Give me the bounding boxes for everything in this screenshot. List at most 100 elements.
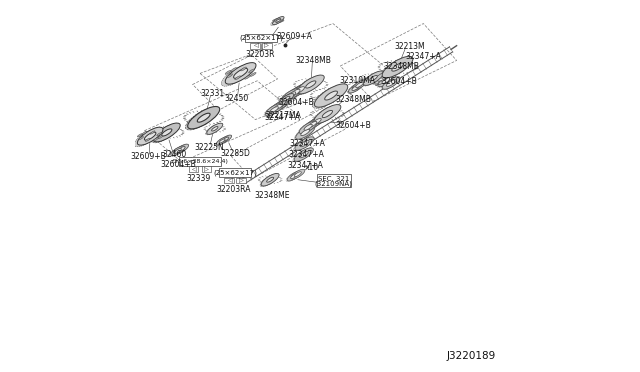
Text: 32331: 32331 <box>201 89 225 98</box>
Ellipse shape <box>271 17 282 26</box>
Ellipse shape <box>387 80 396 86</box>
Bar <box>236 177 246 183</box>
Ellipse shape <box>312 105 339 124</box>
Ellipse shape <box>295 87 305 93</box>
Ellipse shape <box>158 135 163 139</box>
Ellipse shape <box>280 94 294 103</box>
Ellipse shape <box>250 73 256 76</box>
Text: 32609+A: 32609+A <box>276 32 312 41</box>
Ellipse shape <box>291 174 298 179</box>
Ellipse shape <box>235 76 241 80</box>
Ellipse shape <box>378 74 396 87</box>
Ellipse shape <box>281 19 284 20</box>
Ellipse shape <box>370 76 378 81</box>
FancyBboxPatch shape <box>220 168 251 177</box>
Text: 32604+B: 32604+B <box>335 121 371 129</box>
Ellipse shape <box>261 173 279 186</box>
Text: 32604+B: 32604+B <box>160 160 196 169</box>
Ellipse shape <box>223 137 228 141</box>
Ellipse shape <box>279 94 293 104</box>
Ellipse shape <box>249 69 255 73</box>
Text: ▷: ▷ <box>204 167 209 172</box>
Text: 32450: 32450 <box>225 94 249 103</box>
Text: 32225N: 32225N <box>195 143 224 152</box>
Bar <box>189 166 198 172</box>
Text: 32460: 32460 <box>162 150 186 159</box>
Ellipse shape <box>276 19 281 22</box>
Ellipse shape <box>323 110 333 118</box>
Ellipse shape <box>284 96 290 101</box>
Ellipse shape <box>314 105 341 124</box>
Ellipse shape <box>373 71 392 84</box>
Ellipse shape <box>231 68 237 71</box>
Ellipse shape <box>227 74 232 78</box>
Ellipse shape <box>286 92 296 99</box>
Ellipse shape <box>392 63 403 71</box>
Text: 32347+A: 32347+A <box>287 161 324 170</box>
Ellipse shape <box>356 82 364 87</box>
Ellipse shape <box>137 134 142 137</box>
Bar <box>250 43 260 49</box>
Ellipse shape <box>221 65 252 86</box>
Text: 32348MB: 32348MB <box>295 56 331 65</box>
Ellipse shape <box>362 72 383 86</box>
Ellipse shape <box>324 91 337 100</box>
Ellipse shape <box>287 171 301 181</box>
Text: 32347+A: 32347+A <box>289 150 324 159</box>
Ellipse shape <box>275 18 277 20</box>
Ellipse shape <box>270 107 278 112</box>
Ellipse shape <box>212 126 218 131</box>
Ellipse shape <box>300 140 309 147</box>
Text: 32213M: 32213M <box>394 42 425 51</box>
Ellipse shape <box>175 144 189 154</box>
Ellipse shape <box>178 147 185 151</box>
Ellipse shape <box>303 118 321 131</box>
Text: ▷: ▷ <box>264 43 269 48</box>
Ellipse shape <box>313 118 321 124</box>
Ellipse shape <box>306 81 316 88</box>
FancyBboxPatch shape <box>179 157 221 166</box>
Text: 32348ME: 32348ME <box>254 191 290 200</box>
Ellipse shape <box>296 76 323 95</box>
Ellipse shape <box>290 83 309 97</box>
Ellipse shape <box>296 126 315 139</box>
Ellipse shape <box>273 16 284 25</box>
Ellipse shape <box>265 103 283 116</box>
Ellipse shape <box>304 124 312 130</box>
Text: ◁: ◁ <box>227 178 232 183</box>
Bar <box>225 177 234 183</box>
Ellipse shape <box>281 89 300 102</box>
Text: 32348MB: 32348MB <box>383 62 419 71</box>
Text: 32348MB: 32348MB <box>335 95 371 104</box>
Ellipse shape <box>174 148 181 153</box>
Ellipse shape <box>154 123 180 142</box>
Ellipse shape <box>273 21 275 22</box>
Text: 32339: 32339 <box>186 174 211 183</box>
Ellipse shape <box>162 129 172 136</box>
Text: 32310MA: 32310MA <box>340 76 376 84</box>
Ellipse shape <box>348 83 363 93</box>
Ellipse shape <box>267 177 274 182</box>
Bar <box>202 166 211 172</box>
Ellipse shape <box>260 174 278 186</box>
Text: 32604+B: 32604+B <box>381 77 417 86</box>
Text: SEC. 321: SEC. 321 <box>318 176 349 182</box>
Ellipse shape <box>294 172 301 177</box>
Text: (33.6×38.6×24.4): (33.6×38.6×24.4) <box>172 159 228 164</box>
Text: 32203R: 32203R <box>245 51 275 60</box>
Ellipse shape <box>225 70 231 74</box>
Ellipse shape <box>278 18 280 20</box>
Ellipse shape <box>269 100 287 113</box>
Ellipse shape <box>352 80 367 90</box>
Ellipse shape <box>150 131 155 134</box>
Ellipse shape <box>352 85 360 90</box>
Ellipse shape <box>285 86 305 99</box>
Ellipse shape <box>273 19 275 21</box>
Text: 32604+B: 32604+B <box>278 98 314 107</box>
Ellipse shape <box>378 74 387 81</box>
Text: (25×62×17): (25×62×17) <box>213 169 257 176</box>
Ellipse shape <box>188 106 220 129</box>
Text: ▷: ▷ <box>239 178 243 183</box>
Ellipse shape <box>274 97 292 110</box>
Text: 32347+A: 32347+A <box>406 52 442 61</box>
